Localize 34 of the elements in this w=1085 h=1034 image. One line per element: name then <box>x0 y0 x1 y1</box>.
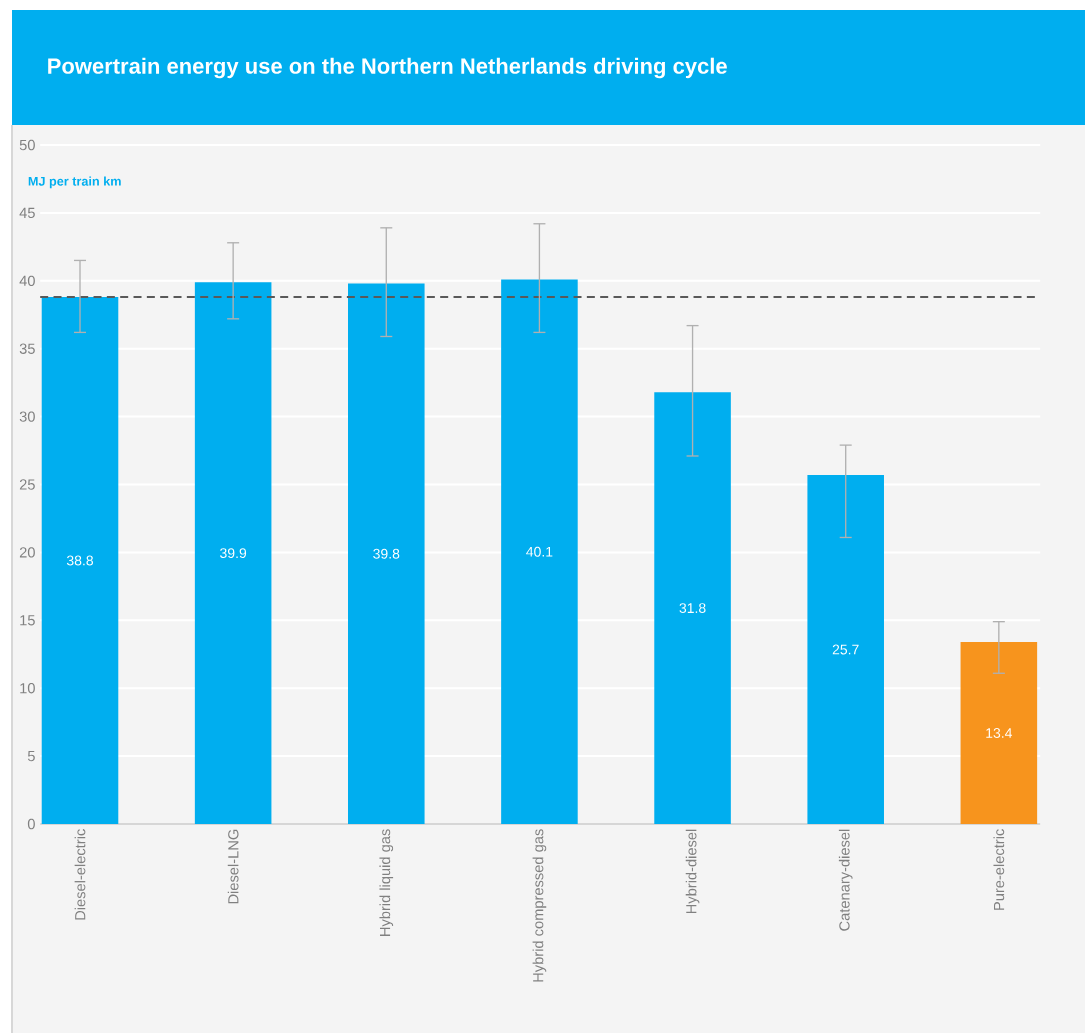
data-label: 25.7 <box>832 644 859 655</box>
y-tick-label: 20 <box>19 547 35 558</box>
y-tick-label: 40 <box>19 275 35 286</box>
y-tick-label: 35 <box>19 343 35 354</box>
y-tick-label: 5 <box>27 750 35 762</box>
bar <box>807 474 884 824</box>
bar <box>348 283 425 824</box>
x-tick-label: Catenary-diesel <box>838 829 853 931</box>
y-tick-label: 50 <box>19 139 35 151</box>
x-tick-label: Hybrid-diesel <box>685 829 700 914</box>
x-tick-label: Hybrid compressed gas <box>532 829 547 982</box>
data-label: 39.8 <box>373 548 400 559</box>
bar <box>654 392 731 824</box>
y-tick-label: 10 <box>20 683 35 694</box>
data-label: 38.8 <box>66 555 94 566</box>
x-tick-label: Diesel-electric <box>74 829 86 920</box>
x-tick-label: Diesel-LNG <box>227 829 239 904</box>
data-label: 13.4 <box>986 728 1013 738</box>
y-tick-label: 45 <box>19 207 35 219</box>
y-tick-label: 30 <box>19 411 35 422</box>
bar <box>501 279 578 824</box>
x-tick-label: Hybrid liquid gas <box>379 829 394 936</box>
chart-title: Powertrain energy use on the Northern Netherlands driving cycle <box>48 57 727 79</box>
bar <box>960 642 1038 824</box>
data-label: 31.8 <box>679 603 706 614</box>
data-label: 39.9 <box>220 548 247 559</box>
y-tick-label: 0 <box>27 818 35 830</box>
y-tick-label: 15 <box>20 615 35 626</box>
x-tick-label: Pure-electric <box>993 829 1005 910</box>
data-label: 40.1 <box>526 546 553 557</box>
bar <box>194 282 272 824</box>
y-tick-label: 25 <box>19 479 35 490</box>
y-axis-title: MJ per train km <box>28 176 121 189</box>
bar <box>41 297 119 824</box>
